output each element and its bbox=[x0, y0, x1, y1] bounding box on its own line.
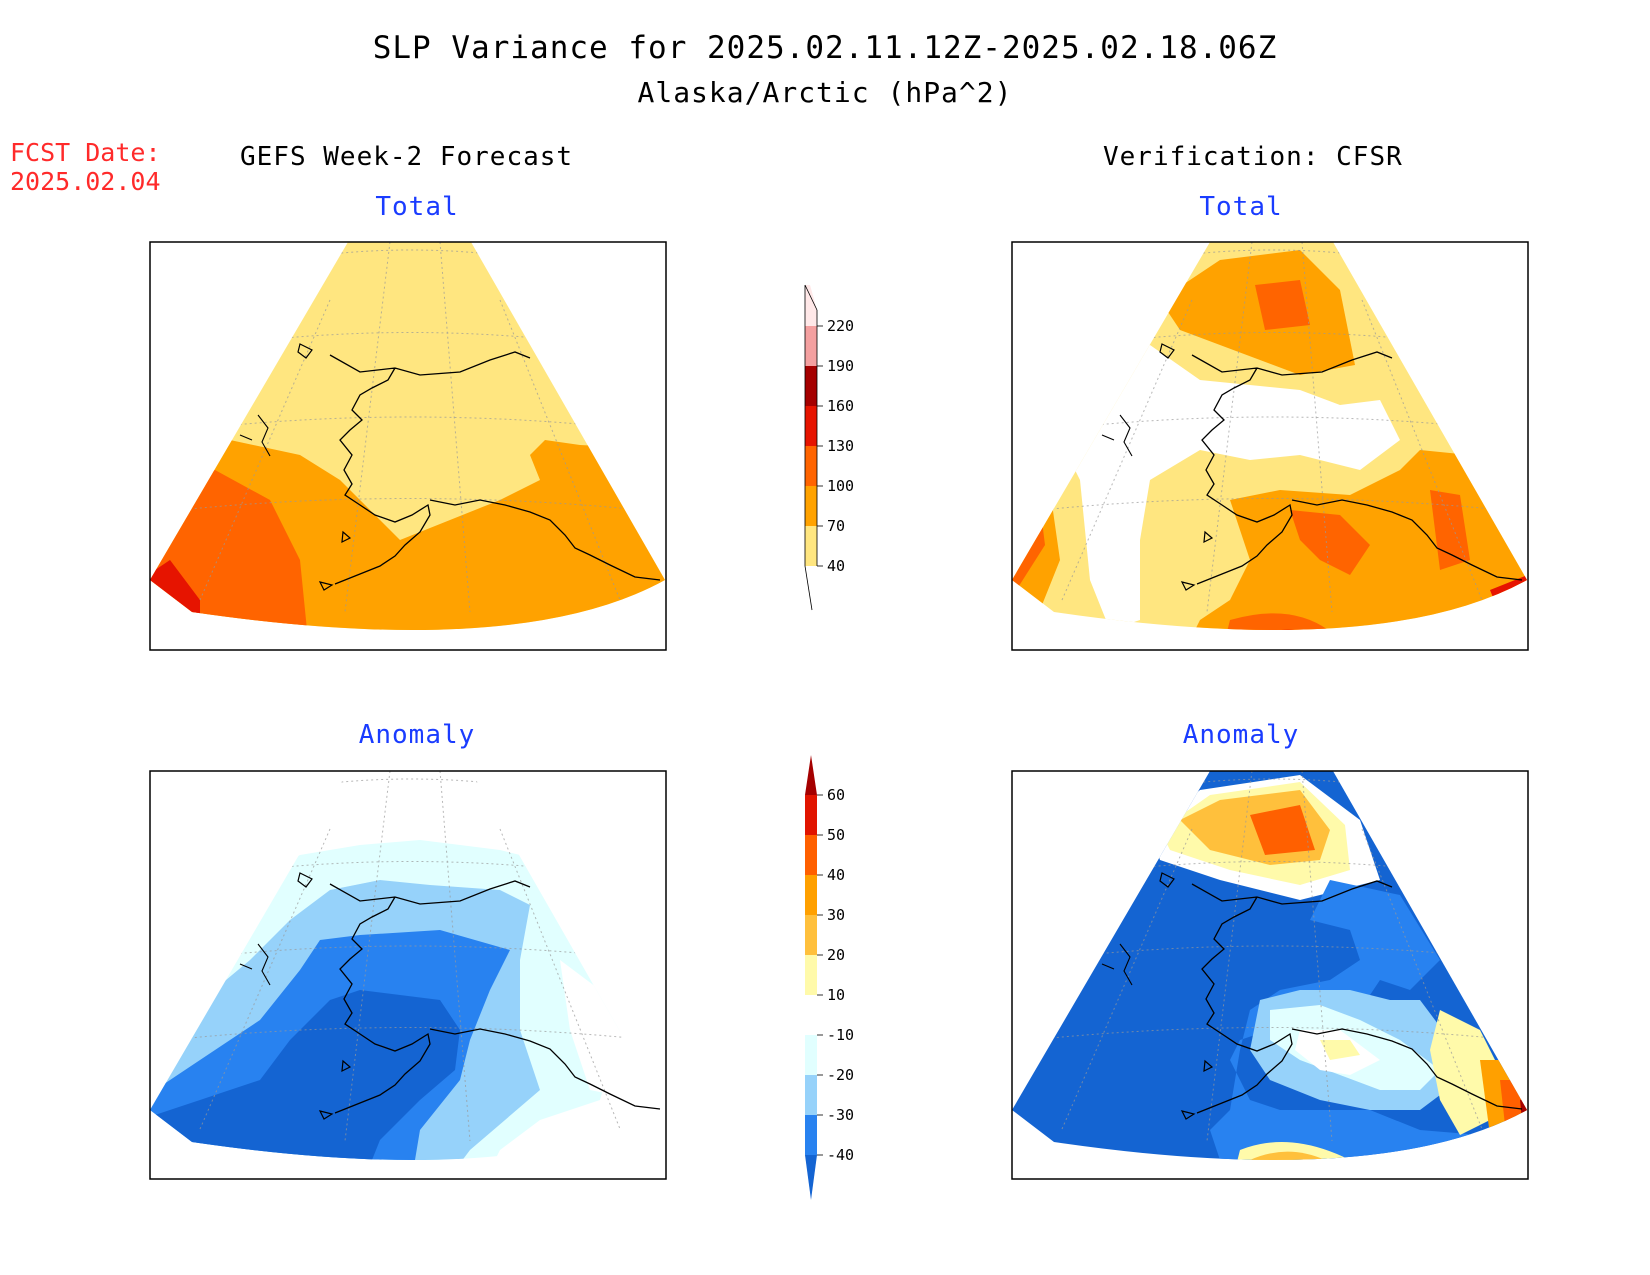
anomaly-colorbar-swatch-2 bbox=[805, 1075, 817, 1115]
total-colorbar-tick-label: 130 bbox=[827, 437, 854, 455]
forecast-date-value: 2025.02.04 bbox=[10, 167, 161, 196]
verification-column-header: Verification: CFSR bbox=[1103, 142, 1403, 172]
map-subtitle: Alaska/Arctic (hPa^2) bbox=[637, 76, 1013, 109]
anomaly-colorbar: -40 -30 -20 -10 10 20 30 40 50 60 bbox=[805, 755, 854, 1200]
anomaly-colorbar-swatch-bottom bbox=[805, 1155, 817, 1200]
anomaly-colorbar-tick-label: 40 bbox=[827, 866, 845, 884]
anomaly-colorbar-tick-label: 30 bbox=[827, 906, 845, 924]
anomaly-colorbar-tick-label: 50 bbox=[827, 826, 845, 844]
bottom-right-panel-title: Anomaly bbox=[1182, 720, 1300, 750]
total-colorbar-tick-label: 70 bbox=[827, 517, 845, 535]
total-colorbar-swatch-6 bbox=[805, 326, 817, 366]
total-colorbar-swatch-3 bbox=[805, 446, 817, 486]
total-colorbar-tick-label: 40 bbox=[827, 557, 845, 575]
anomaly-colorbar-tick-label: -30 bbox=[827, 1106, 854, 1124]
anomaly-colorbar-swatch-9 bbox=[805, 795, 817, 835]
total-colorbar-tick-label: 160 bbox=[827, 397, 854, 415]
anomaly-colorbar-tick-label: -20 bbox=[827, 1066, 854, 1084]
total-colorbar-swatch-5 bbox=[805, 366, 817, 406]
anomaly-colorbar-swatch-8 bbox=[805, 835, 817, 875]
total-colorbar-tick-label: 190 bbox=[827, 357, 854, 375]
anomaly-colorbar-swatch-top bbox=[805, 755, 817, 795]
map-title: SLP Variance for 2025.02.11.12Z-2025.02.… bbox=[372, 30, 1278, 66]
forecast-anomaly-map bbox=[149, 770, 667, 1180]
forecast-date-label: FCST Date: 2025.02.04 bbox=[10, 138, 161, 196]
top-right-panel-title: Total bbox=[1199, 192, 1283, 222]
anomaly-colorbar-swatch-3 bbox=[805, 1035, 817, 1075]
anomaly-colorbar-swatch-1 bbox=[805, 1115, 817, 1155]
forecast-column-header: GEFS Week-2 Forecast bbox=[240, 142, 574, 172]
verification-total-map bbox=[1011, 241, 1529, 651]
total-colorbar-swatch-4 bbox=[805, 406, 817, 446]
forecast-date-caption: FCST Date: bbox=[10, 138, 161, 167]
total-colorbar: 40 70 100 130 160 190 220 bbox=[804, 284, 854, 611]
total-colorbar-tick-label: 220 bbox=[827, 317, 854, 335]
total-colorbar-tick-label: 100 bbox=[827, 477, 854, 495]
top-left-panel-title: Total bbox=[375, 192, 459, 222]
bottom-left-panel-title: Anomaly bbox=[358, 720, 476, 750]
anomaly-colorbar-tick-label: 60 bbox=[827, 786, 845, 804]
anomaly-colorbar-tick-label: 10 bbox=[827, 986, 845, 1004]
anomaly-colorbar-swatch-5 bbox=[805, 955, 817, 995]
total-colorbar-swatch-2 bbox=[805, 486, 817, 526]
anomaly-colorbar-swatch-6 bbox=[805, 915, 817, 955]
anomaly-colorbar-tick-label: -10 bbox=[827, 1026, 854, 1044]
anomaly-colorbar-tick-label: -40 bbox=[827, 1146, 854, 1164]
anomaly-colorbar-swatch-4 bbox=[805, 995, 817, 1035]
total-colorbar-swatch-1 bbox=[805, 526, 817, 566]
anomaly-colorbar-swatch-7 bbox=[805, 875, 817, 915]
verification-anomaly-map bbox=[1011, 770, 1529, 1180]
anomaly-colorbar-tick-label: 20 bbox=[827, 946, 845, 964]
forecast-total-map bbox=[149, 241, 667, 651]
